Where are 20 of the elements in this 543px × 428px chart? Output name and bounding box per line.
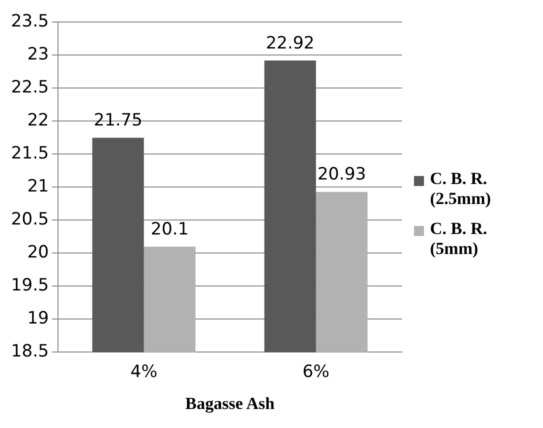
y-tick-label: 20 — [27, 242, 49, 263]
y-tick-label: 23 — [27, 44, 49, 65]
y-tick-label: 19.5 — [10, 276, 49, 296]
y-tick-label: 21 — [27, 176, 49, 197]
data-label: 22.92 — [266, 33, 314, 54]
x-axis-title: Bagasse Ash — [185, 394, 276, 414]
legend-label: C. B. R. (5mm) — [430, 219, 488, 259]
y-tick-label: 22.5 — [10, 78, 49, 98]
y-tick-label: 19 — [27, 308, 49, 329]
y-tick-label: 22 — [27, 110, 49, 131]
y-tick-label: 18.5 — [10, 342, 49, 362]
y-tick-label: 23.5 — [10, 12, 49, 32]
x-tick-label: 6% — [302, 362, 330, 382]
data-label: 20.93 — [317, 164, 366, 185]
y-tick-label: 20.5 — [10, 210, 49, 230]
data-label: 20.1 — [150, 220, 189, 240]
data-label: 21.75 — [94, 110, 142, 131]
y-tick-label: 21.5 — [10, 144, 49, 164]
legend-label: C. B. R. (2.5mm) — [430, 169, 492, 209]
x-tick-label: 4% — [130, 362, 158, 382]
